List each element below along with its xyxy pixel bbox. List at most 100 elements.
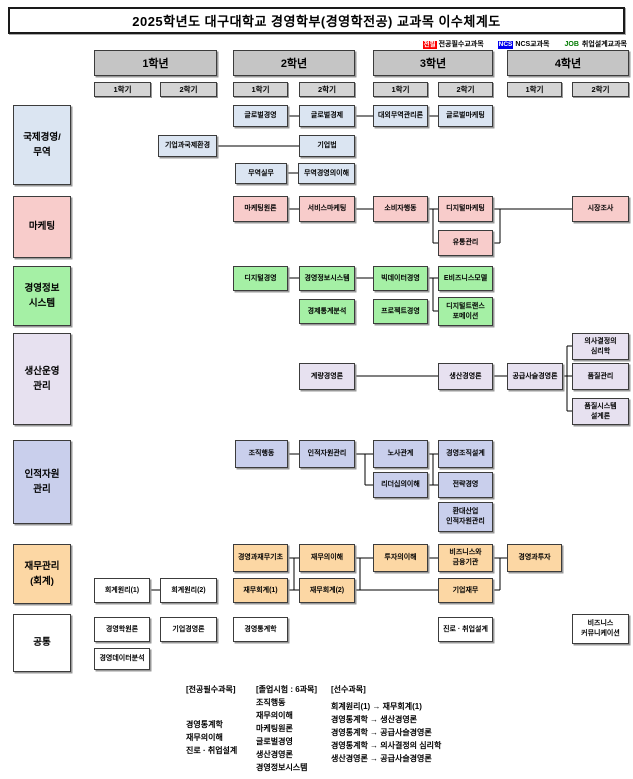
footnote-item: 글로벌경영 (256, 737, 293, 746)
course-box: 기업경영론 (160, 617, 217, 642)
legend-item: NCS NCS교과목 (497, 39, 550, 49)
semester-header: 2학기 (438, 82, 493, 97)
course-box: 재무의이해 (299, 544, 355, 572)
semester-header: 1학기 (373, 82, 428, 97)
course-box: 품질관리 (572, 363, 629, 390)
course-box: 경영데이터분석 (94, 648, 150, 670)
course-box: 글로벌경제 (299, 105, 355, 127)
course-box: E비즈니스모델 (438, 266, 493, 291)
category-box: 국제경영/ 무역 (13, 105, 71, 185)
footnote-item: 회계원리(1) → 재무회계(1) (331, 702, 422, 711)
footnote-item: 진로 · 취업설계 (186, 746, 238, 755)
year-header: 1학년 (94, 50, 217, 76)
category-box: 생산운영 관리 (13, 333, 71, 425)
course-box: 회계원리(2) (160, 578, 217, 603)
course-box: 경영과재무기초 (233, 544, 288, 572)
category-box: 마케팅 (13, 196, 71, 258)
category-box: 재무관리 (회계) (13, 544, 71, 604)
course-box: 글로벌마케팅 (438, 105, 493, 127)
course-box: 서비스마케팅 (299, 196, 355, 222)
course-box: 환대산업 인적자원관리 (438, 502, 493, 532)
footnote-header: [전공필수과목] (186, 685, 236, 694)
page-title: 2025학년도 대구대학교 경영학부(경영학전공) 교과목 이수체계도 (8, 7, 625, 34)
course-box: 비즈니스와 금융기관 (438, 544, 493, 572)
course-box: 디지털마케팅 (438, 196, 493, 222)
category-box: 경영정보 시스템 (13, 266, 71, 326)
legend-item: JOB 취업설계교과목 (564, 39, 628, 49)
course-box: 경영정보시스템 (299, 266, 355, 291)
semester-header: 1학기 (507, 82, 562, 97)
course-box: 시장조사 (572, 196, 629, 222)
footnote-header: [졸업시험 : 6과목] (256, 685, 318, 694)
course-box: 리더십의이해 (373, 472, 428, 498)
course-box: 경영학원론 (94, 617, 150, 642)
category-box: 인적자원 관리 (13, 440, 71, 524)
course-box: 프로젝트경영 (373, 299, 428, 324)
legend: 전필 전공필수교과목 NCS NCS교과목 JOB 취업설계교과목 (422, 39, 628, 49)
footnote-item: 재무의이해 (256, 711, 293, 720)
footnote-item: 경영통계학 (186, 720, 223, 729)
course-box: 의사결정의 심리학 (572, 333, 629, 360)
footnote-item: 생산경영론 (256, 750, 293, 759)
course-box: 무역실무 (235, 163, 287, 184)
course-box: 기업재무 (438, 578, 493, 603)
course-box: 경제통계분석 (299, 299, 355, 324)
footnote-header: [선수과목] (331, 685, 366, 694)
semester-header: 1학기 (233, 82, 288, 97)
footnote-item: 경영통계학 → 의사결정의 심리학 (331, 741, 442, 750)
legend-label: 전공필수교과목 (438, 41, 484, 48)
semester-header: 1학기 (94, 82, 151, 97)
footnote-item: 경영통계학 → 공급사슬경영론 (331, 728, 432, 737)
course-box: 마케팅원론 (233, 196, 288, 222)
ncs-badge: NCS (497, 41, 514, 49)
course-box: 인적자원관리 (299, 440, 355, 468)
course-box: 전략경영 (438, 472, 493, 498)
course-box: 유통관리 (438, 230, 493, 256)
year-header: 4학년 (507, 50, 629, 76)
year-header: 2학년 (233, 50, 355, 76)
semester-header: 2학기 (572, 82, 629, 97)
course-box: 경영조직설계 (438, 440, 493, 468)
course-box: 재무회계(1) (233, 578, 288, 603)
course-box: 기업과국제환경 (158, 135, 217, 157)
course-box: 디지털트랜스 포메이션 (438, 297, 493, 326)
course-box: 진로 · 취업설계 (438, 617, 493, 642)
footnote-item: 마케팅원론 (256, 724, 293, 733)
course-box: 무역경영의이해 (298, 163, 355, 184)
category-box: 공통 (13, 614, 71, 672)
course-box: 품질시스템 설계론 (572, 398, 629, 425)
course-box: 대외무역관리론 (373, 105, 428, 127)
legend-item: 전필 전공필수교과목 (422, 39, 484, 49)
semester-header: 2학기 (160, 82, 217, 97)
required-badge: 전필 (422, 41, 437, 49)
course-box: 공급사슬경영론 (507, 363, 563, 390)
legend-label: 취업설계교과목 (581, 41, 627, 48)
course-box: 투자의이해 (373, 544, 428, 572)
footnote-item: 경영정보시스템 (256, 763, 308, 772)
course-box: 글로벌경영 (233, 105, 288, 127)
footnote-item: 재무의이해 (186, 733, 223, 742)
job-badge: JOB (564, 41, 579, 48)
course-box: 생산경영론 (438, 363, 493, 390)
footnote-item: 조직행동 (256, 698, 286, 707)
footnote-item: 경영통계학 → 생산경영론 (331, 715, 418, 724)
course-box: 빅데이터경영 (373, 266, 428, 291)
course-box: 기업법 (299, 135, 355, 157)
course-box: 소비자행동 (373, 196, 428, 222)
course-box: 경영통계학 (233, 617, 288, 642)
course-box: 계량경영론 (299, 363, 355, 390)
course-box: 디지털경영 (233, 266, 288, 291)
semester-header: 2학기 (299, 82, 355, 97)
course-box: 노사관계 (373, 440, 428, 468)
year-header: 3학년 (373, 50, 493, 76)
legend-label: NCS교과목 (515, 41, 550, 48)
course-box: 회계원리(1) (94, 578, 150, 603)
